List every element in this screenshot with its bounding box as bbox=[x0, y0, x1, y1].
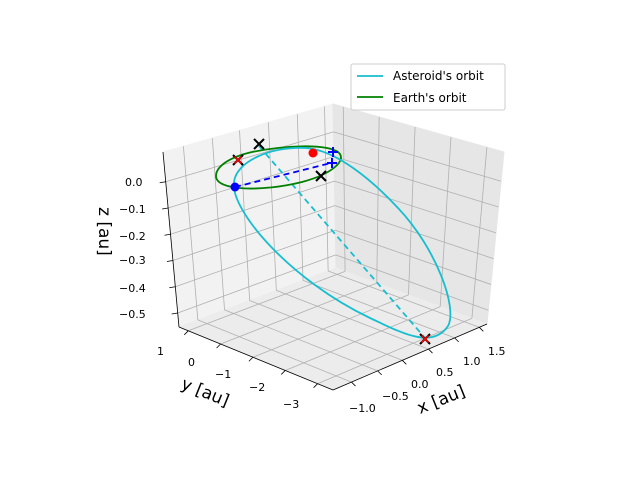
legend-label-earth: Earth's orbit bbox=[393, 91, 467, 105]
grid-lines bbox=[165, 106, 502, 385]
x-tick-mark bbox=[428, 348, 433, 354]
marker-dot bbox=[308, 148, 318, 158]
z-gridline bbox=[335, 254, 489, 311]
z-tick-label: 0.0 bbox=[125, 176, 143, 189]
x-tick-mark bbox=[351, 381, 356, 387]
x-gridline bbox=[224, 309, 378, 372]
y-gridline bbox=[220, 282, 377, 345]
marker-x bbox=[420, 334, 430, 344]
z-tick-mark bbox=[169, 286, 176, 289]
z-gridline bbox=[175, 229, 336, 288]
z-tick-label: −0.3 bbox=[119, 254, 146, 267]
x-gridline bbox=[249, 300, 403, 361]
z-gridline bbox=[333, 131, 502, 182]
connector-line-cyan bbox=[258, 145, 426, 339]
y-tick-mark bbox=[216, 343, 221, 349]
y-gridline bbox=[408, 127, 416, 295]
z-tick-mark bbox=[159, 181, 166, 184]
y-tick-label: −2 bbox=[249, 381, 265, 394]
x-tick-label: 1.5 bbox=[488, 345, 506, 358]
z-tick-label: −0.4 bbox=[119, 282, 146, 295]
z-gridline bbox=[172, 205, 335, 261]
z-gridline bbox=[165, 131, 334, 183]
z-tick-labels: 0.0 −0.1 −0.2 −0.3 −0.4 −0.5 bbox=[119, 176, 146, 321]
z-tick-label: −0.1 bbox=[119, 203, 146, 216]
x-axis-line bbox=[332, 323, 488, 391]
y-tick-label: 1 bbox=[157, 345, 164, 358]
y-gridline bbox=[471, 147, 488, 319]
x-gridline bbox=[239, 130, 251, 301]
z-gridline bbox=[333, 156, 499, 208]
y-gridline bbox=[285, 306, 441, 371]
legend-label-asteroid: Asteroid's orbit bbox=[393, 69, 484, 83]
z-tick-label: −0.2 bbox=[119, 230, 146, 243]
y-gridline bbox=[252, 294, 409, 358]
y-tick-labels: 1 0 −1 −2 −3 bbox=[157, 345, 299, 411]
connector-line-blue bbox=[234, 162, 332, 188]
y-tick-mark bbox=[248, 356, 254, 362]
z-gridline bbox=[334, 205, 494, 260]
z-gridline bbox=[170, 180, 335, 235]
marker-plus bbox=[327, 158, 337, 168]
z-gridline bbox=[335, 229, 492, 285]
x-gridline bbox=[268, 122, 277, 291]
z-gridline bbox=[334, 180, 497, 234]
z-gridline bbox=[177, 254, 336, 314]
z-tick-mark bbox=[162, 207, 169, 210]
x-gridline bbox=[211, 138, 225, 310]
y-tick-mark bbox=[280, 370, 286, 375]
x-tick-mark bbox=[377, 370, 382, 376]
earth-orbit-line bbox=[215, 145, 342, 190]
legend-box bbox=[350, 63, 506, 111]
x-tick-label: 1.0 bbox=[463, 355, 481, 368]
y-gridline bbox=[376, 116, 380, 284]
x-gridline bbox=[197, 319, 352, 383]
x-gridline bbox=[302, 280, 455, 339]
x-tick-label: −1.0 bbox=[349, 402, 376, 415]
x-gridline bbox=[296, 114, 304, 281]
x-gridline bbox=[276, 290, 429, 350]
z-tick-mark bbox=[166, 260, 173, 262]
z-axis-line bbox=[162, 151, 180, 328]
marker-x bbox=[315, 170, 327, 182]
z-tick-mark bbox=[171, 312, 178, 315]
y-tick-label: 0 bbox=[188, 356, 195, 369]
x-tick-label: 0.0 bbox=[411, 378, 429, 391]
markers bbox=[230, 138, 431, 345]
x-tick-mark bbox=[402, 360, 407, 365]
x-gridline bbox=[328, 270, 480, 328]
marker-dot bbox=[230, 182, 240, 192]
y-tick-mark bbox=[313, 383, 318, 388]
y-axis-line bbox=[178, 326, 334, 391]
x-tick-labels: −1.0 −0.5 0.0 0.5 1.0 1.5 bbox=[349, 345, 506, 415]
marker-x bbox=[253, 138, 265, 150]
z-tick-label: −0.5 bbox=[119, 308, 146, 321]
x-tick-label: −0.5 bbox=[382, 390, 409, 403]
x-tick-mark bbox=[479, 327, 484, 332]
tick-marks bbox=[159, 181, 484, 388]
x-tick-label: 0.5 bbox=[436, 366, 454, 379]
y-gridline bbox=[188, 270, 346, 332]
x-tick-mark bbox=[454, 337, 459, 343]
asteroid-orbit-line bbox=[233, 147, 452, 339]
x-gridline bbox=[324, 106, 329, 271]
y-tick-mark bbox=[183, 330, 189, 336]
marker-plus bbox=[328, 147, 338, 157]
y-tick-label: −3 bbox=[283, 398, 299, 411]
x-gridline bbox=[183, 146, 199, 320]
z-axis-title: z [au] bbox=[94, 207, 114, 256]
y-tick-label: −1 bbox=[215, 368, 231, 381]
z-gridline bbox=[168, 156, 335, 209]
legend: Asteroid's orbit Earth's orbit bbox=[350, 63, 506, 111]
marker-x bbox=[233, 155, 243, 165]
z-tick-mark bbox=[164, 233, 171, 236]
